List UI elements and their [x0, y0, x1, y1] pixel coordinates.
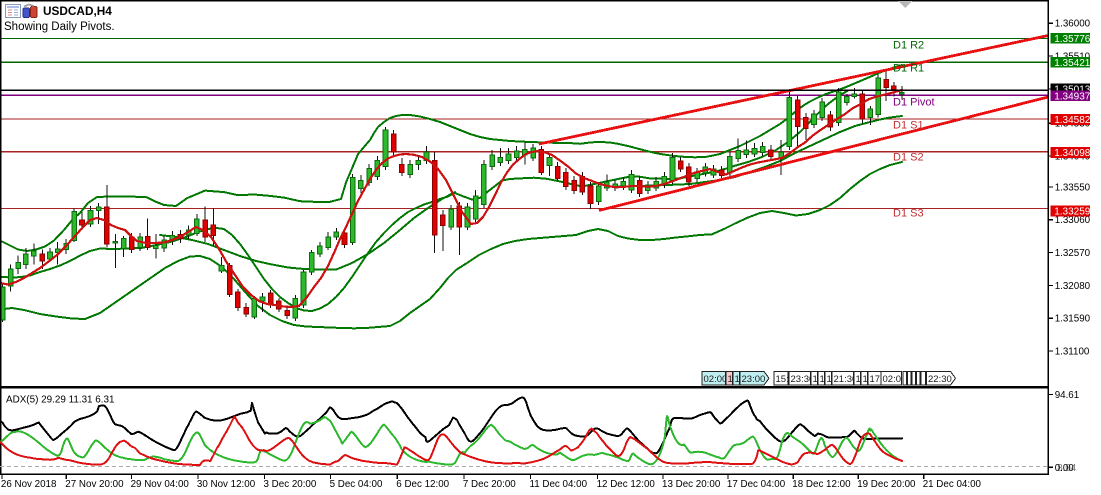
svg-text:ADX(5) 29.29 11.31 6.31: ADX(5) 29.29 11.31 6.31: [6, 395, 115, 406]
svg-text:1.36000: 1.36000: [1055, 19, 1091, 30]
svg-text:3 Dec 20:00: 3 Dec 20:00: [264, 479, 317, 490]
svg-text:1: 1: [856, 374, 861, 385]
svg-text:23:30: 23:30: [791, 374, 815, 385]
svg-text:1.32080: 1.32080: [1055, 281, 1091, 292]
svg-text:1.31100: 1.31100: [1055, 346, 1090, 357]
svg-text:1: 1: [728, 374, 733, 385]
svg-text:D1 R2: D1 R2: [893, 40, 924, 52]
svg-text:1: 1: [863, 374, 868, 385]
svg-text:1.34582: 1.34582: [1054, 115, 1091, 126]
svg-text:21:30: 21:30: [834, 374, 858, 385]
svg-text:1.34098: 1.34098: [1054, 148, 1091, 159]
svg-text:02:00: 02:00: [704, 374, 728, 385]
svg-text:1: 1: [735, 374, 740, 385]
svg-text:8.04: 8.04: [1057, 463, 1077, 474]
svg-text:22:30: 22:30: [928, 374, 952, 385]
svg-text:17 Dec 04:00: 17 Dec 04:00: [727, 479, 786, 490]
svg-text:02:0: 02:0: [883, 374, 902, 385]
svg-text:17:: 17:: [870, 374, 883, 385]
svg-text:18 Dec 12:00: 18 Dec 12:00: [792, 479, 851, 490]
svg-text:21 Dec 04:00: 21 Dec 04:00: [923, 479, 982, 490]
svg-text:30 Nov 12:00: 30 Nov 12:00: [197, 479, 256, 490]
svg-text:1.34937: 1.34937: [1054, 91, 1091, 102]
svg-text:D1 R1: D1 R1: [893, 63, 924, 75]
svg-text:0.00: 0.00: [1055, 463, 1075, 474]
svg-text:D1 Pivot: D1 Pivot: [893, 97, 935, 109]
svg-text:94.61: 94.61: [1055, 390, 1080, 401]
svg-text:29 Nov 04:00: 29 Nov 04:00: [131, 479, 190, 490]
svg-text:1: 1: [827, 374, 832, 385]
svg-text:1.33060: 1.33060: [1055, 215, 1091, 226]
svg-text:Showing Daily Pivots.: Showing Daily Pivots.: [4, 21, 115, 33]
svg-text:26 Nov 2018: 26 Nov 2018: [1, 479, 57, 490]
svg-text:1: 1: [813, 374, 818, 385]
svg-text:USDCAD,H4: USDCAD,H4: [43, 4, 112, 18]
svg-text:13 Dec 20:00: 13 Dec 20:00: [662, 479, 721, 490]
svg-text:23:00: 23:00: [742, 374, 766, 385]
svg-text:1.33550: 1.33550: [1055, 182, 1091, 193]
svg-text:6 Dec 12:00: 6 Dec 12:00: [396, 479, 449, 490]
svg-text:D1 S2: D1 S2: [893, 152, 924, 164]
svg-text:5 Dec 04:00: 5 Dec 04:00: [330, 479, 383, 490]
svg-text:7 Dec 20:00: 7 Dec 20:00: [463, 479, 516, 490]
svg-text:1.31590: 1.31590: [1055, 314, 1091, 325]
svg-text:1.33259: 1.33259: [1054, 207, 1091, 218]
svg-text:11 Dec 04:00: 11 Dec 04:00: [530, 479, 588, 490]
svg-text:1.32570: 1.32570: [1055, 248, 1091, 259]
svg-text:27 Nov 20:00: 27 Nov 20:00: [65, 479, 124, 490]
svg-text:1.35421: 1.35421: [1054, 58, 1091, 69]
svg-text:D1 S1: D1 S1: [893, 120, 924, 132]
svg-text:1: 1: [820, 374, 825, 385]
svg-text:1.35013: 1.35013: [1054, 85, 1091, 96]
svg-text:D1 S3: D1 S3: [893, 208, 924, 220]
svg-text:19 Dec 20:00: 19 Dec 20:00: [857, 479, 916, 490]
svg-text:12 Dec 12:00: 12 Dec 12:00: [597, 479, 656, 490]
svg-text:15:: 15:: [776, 374, 789, 385]
svg-text:1.35776: 1.35776: [1054, 34, 1091, 45]
